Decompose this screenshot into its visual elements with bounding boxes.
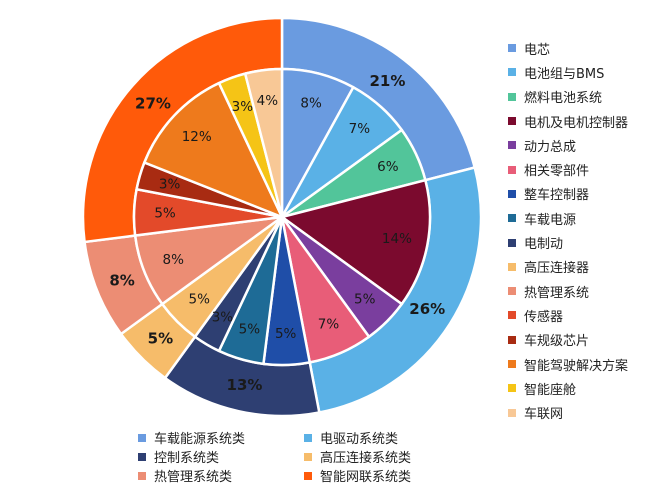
legend-swatch bbox=[138, 471, 146, 480]
inner-label-3: 6% bbox=[377, 159, 399, 175]
legend-right-item-15: 智能座舱 bbox=[508, 376, 628, 400]
legend-swatch bbox=[508, 335, 516, 344]
legend-label: 传感器 bbox=[524, 309, 564, 325]
legend-bottom-item-6: 智能网联系统类 bbox=[304, 466, 411, 485]
legend-swatch bbox=[138, 452, 146, 461]
legend-bottom-item-1: 车载能源系统类 bbox=[138, 428, 245, 447]
inner-label-12: 5% bbox=[154, 205, 176, 221]
legend-right-item-2: 电池组与BMS bbox=[508, 60, 628, 84]
legend-swatch bbox=[508, 165, 516, 174]
legend-right-item-5: 动力总成 bbox=[508, 133, 628, 157]
legend-right: 电芯电池组与BMS 燃料电池系统电机及电机控制器 动力总成相关零部件整车控制器车载电… bbox=[508, 36, 628, 425]
legend-swatch bbox=[508, 238, 516, 247]
outer-label-2: 26% bbox=[409, 300, 445, 318]
legend-swatch bbox=[304, 433, 312, 442]
legend-bottom-item-2: 电驱动系统类 bbox=[304, 428, 398, 447]
legend-right-item-14: 智能驾驶解决方案 bbox=[508, 352, 628, 376]
inner-label-13: 3% bbox=[159, 176, 181, 192]
inner-label-15: 3% bbox=[232, 99, 254, 115]
legend-swatch bbox=[304, 452, 312, 461]
legend-swatch bbox=[508, 262, 516, 271]
inner-label-10: 5% bbox=[189, 292, 211, 308]
legend-swatch bbox=[508, 189, 516, 198]
inner-slice-4 bbox=[279, 178, 432, 306]
legend-swatch bbox=[508, 360, 516, 368]
legend-right-item-10: 高压连接器 bbox=[508, 255, 628, 279]
legend-swatch bbox=[508, 287, 516, 296]
outer-label-4: 5% bbox=[148, 330, 173, 348]
legend-right-item-1: 电芯 bbox=[508, 36, 628, 60]
legend-swatch bbox=[508, 141, 516, 150]
legend-label: 高压连接系统类 bbox=[320, 451, 412, 466]
inner-label-11: 8% bbox=[163, 252, 185, 268]
legend-label: 电驱动系统类 bbox=[320, 432, 399, 447]
legend-swatch bbox=[138, 433, 146, 442]
legend-swatch bbox=[508, 214, 516, 223]
legend-swatch bbox=[508, 44, 516, 53]
legend-swatch bbox=[508, 92, 516, 101]
legend-right-item-9: 电制动 bbox=[508, 230, 628, 254]
inner-slice-16 bbox=[243, 67, 284, 218]
legend-label: 热管理系统 bbox=[524, 285, 590, 301]
inner-label-8: 5% bbox=[239, 321, 261, 337]
inner-label-4: 14% bbox=[382, 231, 412, 247]
legend-right-item-7: 整车控制器 bbox=[508, 182, 628, 206]
legend-label: 车载电源 bbox=[524, 212, 577, 228]
legend-bottom-item-3: 控制系统类 bbox=[138, 447, 219, 466]
outer-label-5: 8% bbox=[109, 271, 134, 289]
legend-right-item-13: 车规级芯片 bbox=[508, 328, 628, 352]
inner-label-7: 5% bbox=[275, 326, 297, 342]
outer-label-1: 21% bbox=[369, 72, 405, 90]
legend-right-item-11: 热管理系统 bbox=[508, 279, 628, 303]
outer-label-3: 13% bbox=[227, 376, 263, 394]
legend-right-item-16: 车联网 bbox=[508, 400, 628, 424]
legend-label: 高压连接器 bbox=[524, 261, 590, 277]
legend-label: 相关零部件 bbox=[524, 164, 590, 180]
legend-label: 电池组与BMS bbox=[524, 66, 605, 82]
legend-label: 智能网联系统类 bbox=[320, 470, 412, 485]
legend-label: 智能驾驶解决方案 bbox=[524, 358, 629, 374]
outer-label-6: 27% bbox=[135, 94, 171, 112]
legend-swatch bbox=[508, 408, 516, 417]
inner-label-14: 12% bbox=[182, 129, 212, 145]
legend-label: 车联网 bbox=[524, 407, 564, 423]
legend-label: 车载能源系统类 bbox=[154, 432, 246, 447]
inner-label-1: 8% bbox=[300, 96, 322, 112]
slice-labels: 21%26%13%5%8%27% 8%7%6%14%5%7%5%5%3%5%8%5… bbox=[109, 72, 445, 394]
legend-right-item-4: 电机及电机控制器 bbox=[508, 109, 628, 133]
legend-label: 车规级芯片 bbox=[524, 334, 590, 350]
legend-right-item-3: 燃料电池系统 bbox=[508, 85, 628, 109]
inner-label-9: 3% bbox=[212, 310, 234, 326]
legend-label: 动力总成 bbox=[524, 139, 577, 155]
inner-label-16: 4% bbox=[257, 93, 279, 109]
legend-right-item-12: 传感器 bbox=[508, 303, 628, 327]
inner-slice-14 bbox=[142, 81, 285, 220]
legend-swatch bbox=[508, 68, 516, 77]
inner-label-6: 7% bbox=[318, 316, 340, 332]
outer-ring bbox=[81, 16, 483, 418]
legend-label: 电机及电机控制器 bbox=[524, 115, 629, 131]
legend-label: 整车控制器 bbox=[524, 188, 590, 204]
inner-ring bbox=[132, 67, 432, 367]
legend-label: 电芯 bbox=[524, 42, 551, 58]
legend-swatch bbox=[508, 311, 516, 320]
legend-right-item-6: 相关零部件 bbox=[508, 157, 628, 181]
inner-label-5: 5% bbox=[354, 292, 376, 308]
legend-bottom-item-5: 热管理系统类 bbox=[138, 466, 232, 485]
legend-bottom-item-4: 高压连接系统类 bbox=[304, 447, 411, 466]
legend-swatch bbox=[304, 471, 312, 480]
legend-swatch bbox=[508, 384, 516, 393]
legend-label: 热管理系统类 bbox=[154, 470, 233, 485]
legend-label: 智能座舱 bbox=[524, 382, 577, 398]
legend-swatch bbox=[508, 117, 516, 126]
legend-label: 控制系统类 bbox=[154, 451, 220, 466]
legend-label: 燃料电池系统 bbox=[524, 91, 603, 107]
legend-label: 电制动 bbox=[524, 237, 564, 253]
inner-label-2: 7% bbox=[349, 121, 371, 137]
legend-right-item-8: 车载电源 bbox=[508, 206, 628, 230]
